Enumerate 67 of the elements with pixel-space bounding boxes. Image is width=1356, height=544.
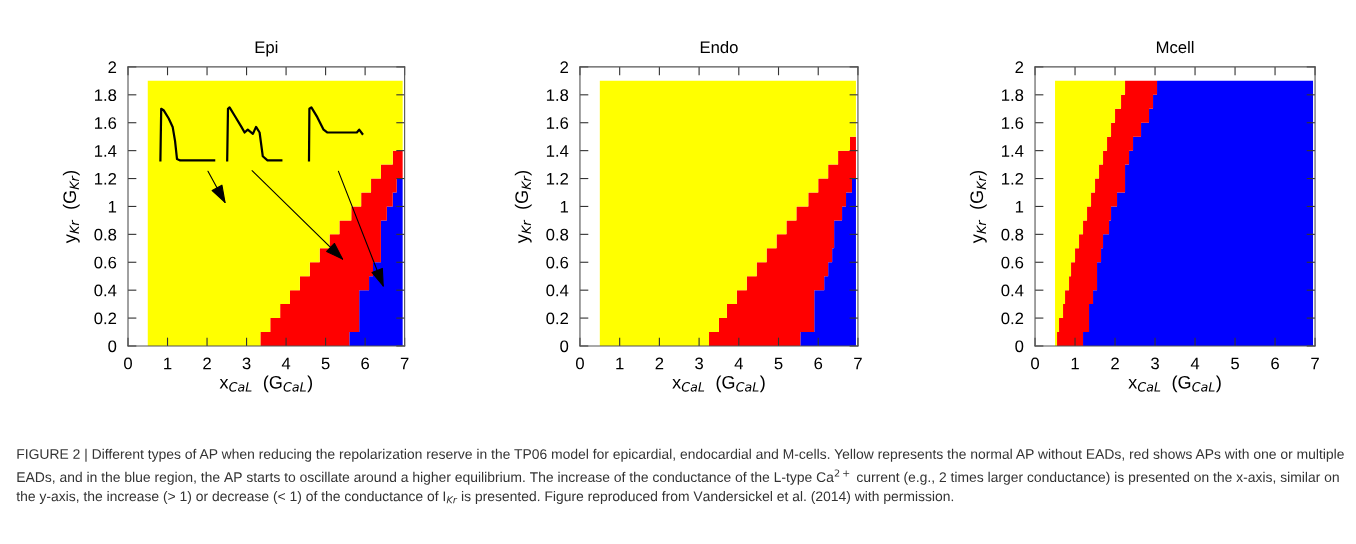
x-tick-label: 0 (1031, 357, 1040, 370)
x-tick-label: 3 (242, 357, 251, 370)
y-tick-label: 1.8 (95, 89, 117, 102)
y-axis-title: y$_{Kr}$ (G$_{Kr}$) (62, 170, 80, 244)
y-tick-label: 1.6 (546, 117, 569, 129)
chart-title: Epi (255, 40, 278, 57)
y-tick-label: 1.2 (95, 172, 117, 185)
y-tick-label: 1.4 (95, 145, 117, 157)
y-tick-label: 1.8 (1002, 89, 1024, 102)
y-tick-label: 0.6 (1001, 256, 1024, 269)
y-tick-label: 1 (1015, 201, 1024, 213)
y-tick-label: 0 (1015, 340, 1024, 353)
x-tick-label: 5 (774, 357, 783, 370)
y-tick-label: 2 (560, 61, 569, 73)
y-tick-label: 0 (108, 340, 117, 353)
x-tick-label: 6 (814, 357, 823, 370)
y-tick-label: 1 (108, 201, 117, 213)
x-tick-label: 7 (400, 357, 409, 370)
x-tick-label: 0 (124, 357, 132, 370)
x-axis-title: x$_{CaL}$ (G$_{CaL}$) (672, 375, 765, 393)
x-tick-label: 4 (281, 357, 291, 370)
y-tick-label: 0.8 (546, 228, 569, 241)
x-tick-label: 0 (575, 357, 584, 370)
y-tick-label: 0.4 (1001, 284, 1024, 297)
x-tick-label: 2 (1111, 357, 1119, 370)
chart-title: Endo (700, 40, 738, 54)
y-tick-label: 0.8 (1001, 228, 1024, 241)
x-tick-label: 3 (695, 357, 703, 370)
y-tick-label: 1.4 (546, 145, 569, 157)
text: FIGURE 2 | Different types of AP when reducing the repolarization reserve in the TP06 model for epicardial, endocardial and M-cells. Yellow represents the normal AP without EADs, red shows APs with one or multiple EADs, and in the blue region, the AP starts to oscillate around a higher equilibrium. The increase of the conductance of the L-type Ca$^{2+}$ current (e.g., 2 times larger conductance) is presented on the x-axis, similar on the y-axis, the increase (> 1) or decrease (< 1) of the conductance of I$_{Kr}$ is presented. Figure reproduced from Vandersickel et al. (2014) with permission. (16, 448, 1344, 504)
y-tick-label: 0.2 (1001, 312, 1024, 325)
x-tick-label: 7 (854, 357, 862, 370)
x-tick-label: 4 (734, 357, 743, 370)
x-tick-label: 5 (1231, 357, 1239, 370)
x-tick-label: 4 (1190, 357, 1200, 370)
x-tick-label: 2 (203, 357, 211, 370)
y-tick-label: 1.2 (546, 172, 569, 185)
x-tick-label: 1 (616, 357, 624, 370)
y-axis-title: y$_{Kr}$ (G$_{Kr}$) (969, 170, 987, 244)
y-tick-label: 1 (560, 201, 569, 213)
y-tick-label: 2 (108, 61, 117, 73)
x-tick-label: 5 (321, 357, 330, 370)
x-tick-label: 1 (164, 357, 172, 370)
y-tick-label: 0 (560, 340, 569, 353)
y-tick-label: 0.6 (94, 256, 117, 269)
x-axis-title: x$_{CaL}$ (G$_{CaL}$) (1128, 375, 1221, 393)
x-tick-label: 6 (361, 357, 370, 370)
chart-title: Mcell (1156, 40, 1194, 54)
x-tick-label: 1 (1071, 357, 1079, 370)
y-tick-label: 0.4 (94, 284, 117, 297)
y-tick-label: 0.2 (94, 312, 117, 325)
x-axis-title: x$_{CaL}$ (G$_{CaL}$) (219, 375, 313, 393)
y-tick-label: 2 (1015, 61, 1024, 73)
y-tick-label: 1.6 (1002, 117, 1024, 129)
x-tick-label: 2 (655, 357, 664, 370)
y-tick-label: 0.4 (546, 284, 569, 297)
x-tick-label: 7 (1311, 357, 1319, 370)
y-tick-label: 0.2 (546, 312, 569, 325)
y-tick-label: 0.8 (94, 228, 117, 241)
y-axis-title: y$_{Kr}$ (G$_{Kr}$) (514, 170, 532, 244)
y-tick-label: 0.6 (546, 256, 569, 269)
y-tick-label: 1.8 (546, 89, 569, 102)
x-tick-label: 3 (1151, 357, 1159, 370)
x-tick-label: 6 (1271, 357, 1279, 370)
y-tick-label: 1.4 (1002, 145, 1024, 157)
y-tick-label: 1.6 (95, 117, 117, 129)
y-tick-label: 1.2 (1002, 172, 1024, 185)
